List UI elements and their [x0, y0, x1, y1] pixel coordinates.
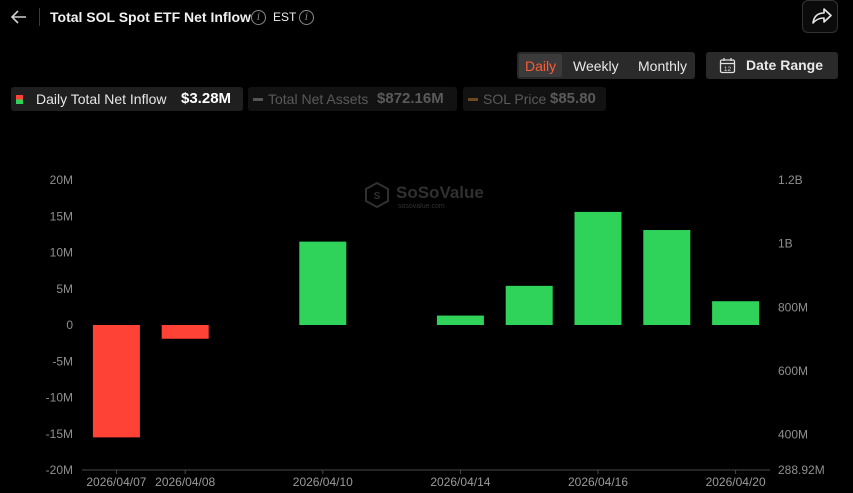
tab-monthly[interactable]: Monthly — [638, 58, 688, 74]
y-tick-label: 10M — [50, 246, 73, 260]
y-tick-label: 5M — [56, 282, 73, 296]
timezone-label: EST — [273, 10, 297, 24]
legend-value: $872.16M — [377, 90, 444, 107]
y-tick-label: -15M — [46, 427, 73, 441]
legend-label: Total Net Assets — [268, 91, 369, 107]
bar-2026/04/07 — [92, 325, 140, 438]
y2-tick-label: 800M — [778, 300, 808, 314]
x-tick-label: 2026/04/20 — [706, 475, 766, 489]
calendar-icon: 12 — [719, 58, 736, 74]
watermark: S SoSoValue sosovalue.com — [365, 181, 484, 210]
svg-text:S: S — [374, 191, 381, 202]
x-tick-label: 2026/04/10 — [293, 475, 353, 489]
legend-value: $85.80 — [550, 90, 596, 107]
legend-total-net-assets[interactable]: Total Net Assets $872.16M — [248, 87, 457, 111]
y2-tick-label: 288.92M — [778, 463, 825, 477]
timezone-info-icon[interactable]: i — [299, 10, 314, 25]
bar-2026/04/17 — [643, 230, 691, 325]
info-icon[interactable]: i — [251, 10, 266, 25]
legend-swatch — [253, 98, 263, 101]
legend-daily-net-inflow[interactable]: Daily Total Net Inflow $3.28M — [11, 87, 243, 111]
y2-tick-label: 1B — [778, 237, 793, 251]
y-tick-label: -5M — [52, 354, 73, 368]
y-tick-label: 15M — [50, 209, 73, 223]
tab-weekly[interactable]: Weekly — [573, 58, 619, 74]
x-tick-label: 2026/04/14 — [430, 475, 490, 489]
bar-2026/04/08 — [161, 325, 209, 339]
y-tick-label: 0 — [66, 318, 73, 332]
y-tick-label: -10M — [46, 391, 73, 405]
legend-value: $3.28M — [181, 90, 232, 107]
x-tick-label: 2026/04/07 — [86, 475, 146, 489]
y2-tick-label: 600M — [778, 364, 808, 378]
y2-tick-label: 1.2B — [778, 173, 803, 187]
header-divider — [39, 8, 40, 26]
active-tab-highlight — [519, 54, 562, 77]
page-title: Total SOL Spot ETF Net Inflow — [50, 9, 251, 25]
bar-2026/04/16 — [574, 211, 622, 325]
bar-2026/04/14 — [436, 315, 484, 325]
legend-sol-price[interactable]: SOL Price $85.80 — [463, 87, 606, 111]
legend-swatch-bicolor — [16, 95, 23, 104]
bar-2026/04/10 — [299, 241, 347, 325]
period-selector: Daily Weekly Monthly — [517, 52, 695, 79]
y-tick-label: 20M — [50, 173, 73, 187]
share-icon — [812, 8, 832, 24]
watermark-brand: SoSoValue — [396, 183, 484, 202]
legend-label: SOL Price — [483, 91, 547, 107]
x-tick-label: 2026/04/08 — [155, 475, 215, 489]
bar-2026/04/15 — [505, 285, 553, 325]
date-range-label: Date Range — [746, 57, 824, 73]
y2-tick-label: 400M — [778, 428, 808, 442]
svg-text:12: 12 — [724, 66, 732, 73]
share-button[interactable] — [802, 0, 838, 33]
legend-label: Daily Total Net Inflow — [36, 91, 167, 107]
x-tick-label: 2026/04/16 — [568, 475, 628, 489]
date-range-button[interactable]: 12 Date Range — [706, 52, 838, 79]
watermark-url: sosovalue.com — [398, 203, 445, 210]
back-arrow-icon[interactable] — [8, 6, 30, 28]
tab-daily[interactable]: Daily — [525, 58, 557, 74]
bar-2026/04/20 — [712, 301, 760, 325]
y-tick-label: -20M — [46, 463, 73, 477]
legend-swatch — [468, 98, 478, 101]
